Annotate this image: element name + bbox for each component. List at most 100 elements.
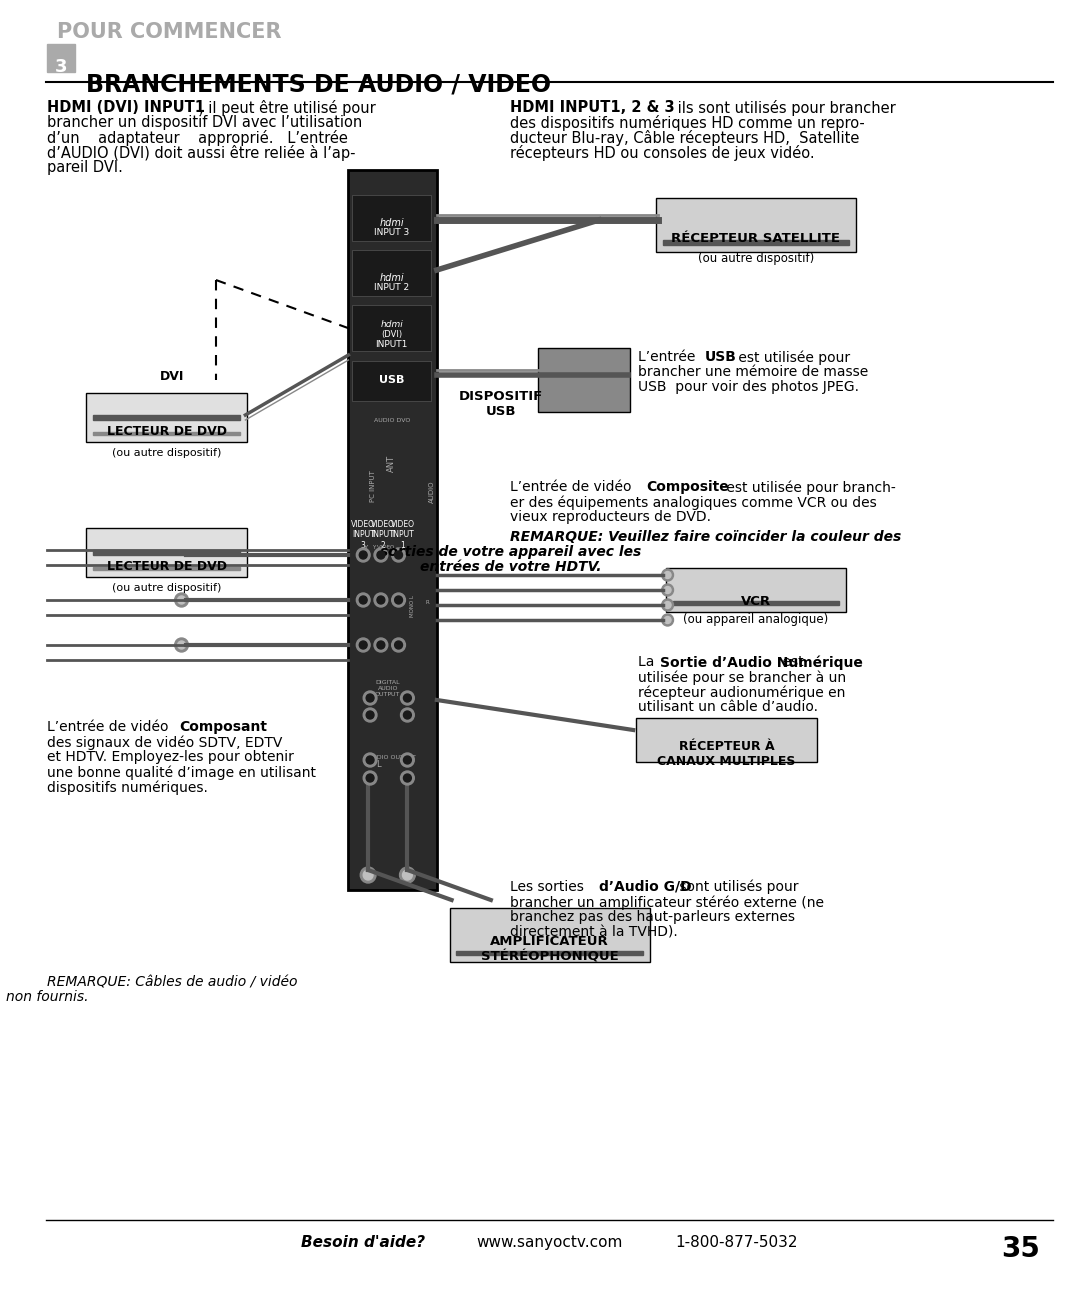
Text: www.sanyoctv.com: www.sanyoctv.com [476,1235,623,1249]
Bar [93,416,241,420]
Circle shape [377,597,384,604]
Circle shape [664,572,671,578]
Text: REMARQUE: Câbles de audio / vidéo: REMARQUE: Câbles de audio / vidéo [48,975,298,988]
FancyBboxPatch shape [538,347,631,412]
Text: DVI: DVI [160,370,184,383]
Circle shape [356,638,370,652]
Text: brancher un dispositif DVI avec l’utilisation: brancher un dispositif DVI avec l’utilis… [48,115,362,130]
Text: LECTEUR DE DVD: LECTEUR DE DVD [107,425,227,438]
Text: Pb: Pb [361,595,369,600]
Text: INPUT1: INPUT1 [376,340,408,349]
Text: R: R [426,600,429,604]
Circle shape [374,548,388,562]
Text: pareil DVI.: pareil DVI. [48,160,123,174]
Text: sorties de votre appareil avec les: sorties de votre appareil avec les [380,545,642,558]
Circle shape [404,756,411,764]
Circle shape [360,641,367,649]
Text: est utilisée pour: est utilisée pour [734,350,850,364]
Text: directement à la TVHD).: directement à la TVHD). [511,926,678,939]
Text: Y: Y [363,545,367,551]
Circle shape [394,551,403,558]
Text: d’un    adaptateur    approprié.   L’entrée: d’un adaptateur approprié. L’entrée [48,130,348,146]
Circle shape [392,638,405,652]
Text: entrées de votre HDTV.: entrées de votre HDTV. [420,560,602,574]
Text: L’entrée: L’entrée [638,350,700,364]
Circle shape [177,641,186,649]
Circle shape [175,638,188,652]
FancyBboxPatch shape [352,195,431,241]
Text: Pb: Pb [379,595,387,600]
Text: BRANCHEMENTS DE AUDIO / VIDEO: BRANCHEMENTS DE AUDIO / VIDEO [86,72,552,96]
FancyBboxPatch shape [636,718,816,762]
Text: VIDEO
INPUT
2: VIDEO INPUT 2 [370,520,395,549]
Text: Pr: Pr [379,640,387,646]
Text: MONO L: MONO L [409,595,415,617]
Text: 35: 35 [1001,1235,1040,1262]
Text: AUDIO OUTPUT: AUDIO OUTPUT [368,755,416,760]
Text: VCR: VCR [741,595,771,608]
Text: (DVI): (DVI) [381,330,402,340]
Circle shape [394,597,403,604]
Circle shape [363,753,377,767]
Text: LECTEUR DE DVD: LECTEUR DE DVD [107,560,227,573]
FancyBboxPatch shape [48,45,75,72]
Text: ANT: ANT [388,455,396,472]
Circle shape [360,551,367,558]
Circle shape [392,593,405,607]
Text: ducteur Blu-ray, Câble récepteurs HD,  Satellite: ducteur Blu-ray, Câble récepteurs HD, Sa… [511,130,860,146]
Text: INPUT 2: INPUT 2 [374,283,409,292]
Bar [673,600,839,604]
Text: POUR COMMENCER: POUR COMMENCER [57,22,282,42]
Circle shape [401,771,415,785]
Text: récepteurs HD ou consoles de jeux vidéo.: récepteurs HD ou consoles de jeux vidéo. [511,146,815,161]
Text: RÉCEPTEUR À
CANAUX MULTIPLES: RÉCEPTEUR À CANAUX MULTIPLES [658,739,796,768]
Circle shape [404,711,411,718]
FancyBboxPatch shape [352,250,431,296]
Circle shape [664,602,671,608]
Text: 3: 3 [54,58,67,76]
Text: La: La [638,656,659,669]
Circle shape [404,694,411,701]
Text: DISPOSITIF
USB: DISPOSITIF USB [459,389,543,418]
Text: VIDEO
INPUT
3: VIDEO INPUT 3 [351,520,375,549]
Text: récepteur audionumérique en: récepteur audionumérique en [638,686,846,700]
Text: HDMI (DVI) INPUT1: HDMI (DVI) INPUT1 [48,100,205,115]
Text: hdmi: hdmi [379,273,404,283]
FancyBboxPatch shape [86,528,247,577]
Text: , il peut être utilisé pour: , il peut être utilisé pour [199,100,376,115]
Text: dispositifs numériques.: dispositifs numériques. [48,780,208,794]
Text: brancher un amplificateur stéréo externe (ne: brancher un amplificateur stéréo externe… [511,895,824,910]
Text: RÉCEPTEUR SATELLITE: RÉCEPTEUR SATELLITE [672,232,840,245]
Circle shape [366,756,374,764]
Text: (ou autre dispositif): (ou autre dispositif) [112,448,221,458]
Circle shape [363,871,373,880]
Text: Besoin d'aide?: Besoin d'aide? [301,1235,426,1249]
Text: et HDTV. Employez-les pour obtenir: et HDTV. Employez-les pour obtenir [48,750,294,764]
Circle shape [394,641,403,649]
Text: est: est [660,656,804,669]
Bar [457,950,643,954]
Circle shape [366,694,374,701]
Text: des signaux de vidéo SDTV, EDTV: des signaux de vidéo SDTV, EDTV [48,735,282,750]
Text: VIDEO
INPUT
1: VIDEO INPUT 1 [391,520,415,549]
Text: USB  pour voir des photos JPEG.: USB pour voir des photos JPEG. [638,380,860,395]
Text: (ou appareil analogique): (ou appareil analogique) [684,614,828,625]
Text: AMPLIFICATEUR
STÉRÉOPHONIQUE: AMPLIFICATEUR STÉRÉOPHONIQUE [481,935,619,964]
Text: er des équipements analogiques comme VCR ou des: er des équipements analogiques comme VCR… [511,496,877,510]
Text: REMARQUE: Veuillez faire coïncider la couleur des: REMARQUE: Veuillez faire coïncider la co… [511,530,902,544]
Text: utilisée pour se brancher à un: utilisée pour se brancher à un [638,670,847,684]
Text: ils sont utilisés pour brancher: ils sont utilisés pour brancher [673,100,895,115]
Circle shape [361,867,376,884]
Circle shape [662,569,674,581]
Text: d’AUDIO (DVI) doit aussi être reliée à l’ap-: d’AUDIO (DVI) doit aussi être reliée à l… [48,146,355,161]
Circle shape [360,597,367,604]
Text: une bonne qualité d’image en utilisant: une bonne qualité d’image en utilisant [48,766,316,780]
Text: L’entrée de vidéo: L’entrée de vidéo [48,720,173,734]
Text: hdmi: hdmi [379,218,404,228]
FancyBboxPatch shape [349,170,436,890]
Text: L: L [376,760,380,770]
Circle shape [401,708,415,722]
Text: (ou autre dispositif): (ou autre dispositif) [112,583,221,593]
Circle shape [363,708,377,722]
Circle shape [374,638,388,652]
